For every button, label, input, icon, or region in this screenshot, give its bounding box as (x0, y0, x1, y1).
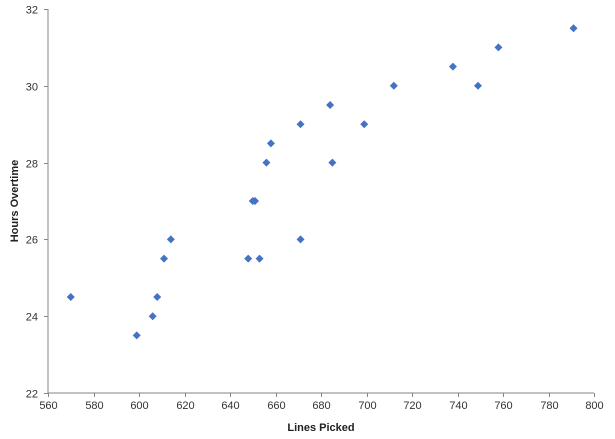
y-tick-label: 24 (26, 312, 38, 324)
data-point (328, 158, 337, 167)
data-point (494, 43, 503, 52)
data-point (296, 235, 305, 244)
y-axis-title: Hours Overtime (9, 160, 21, 243)
data-point (473, 81, 482, 90)
data-point (148, 312, 157, 321)
data-point (66, 293, 75, 301)
y-tick-label: 30 (26, 82, 38, 94)
y-tick-label: 22 (26, 389, 38, 401)
data-point (160, 254, 169, 263)
x-tick-label: 660 (267, 400, 285, 412)
data-point (262, 158, 271, 167)
x-tick-label: 760 (494, 400, 512, 412)
y-tick-label: 32 (26, 5, 38, 17)
data-point (569, 24, 578, 33)
data-point (251, 197, 260, 205)
y-tick-label: 26 (26, 235, 38, 247)
y-tick-label: 28 (26, 159, 38, 171)
x-tick-label: 800 (585, 400, 603, 412)
x-axis-title: Lines Picked (287, 422, 354, 434)
x-tick-label: 580 (85, 400, 103, 412)
x-tick-label: 600 (130, 400, 148, 412)
data-point (166, 235, 175, 244)
data-points (66, 24, 578, 340)
data-point (448, 62, 457, 71)
x-tick-label: 780 (540, 400, 558, 412)
x-tick-label: 680 (312, 400, 330, 412)
data-point (244, 254, 253, 263)
x-tick-label: 740 (449, 400, 467, 412)
data-point (296, 120, 305, 129)
data-point (326, 101, 335, 109)
x-tick-label: 620 (176, 400, 194, 412)
data-point (153, 293, 162, 301)
y-axis-ticks: 22 24 26 28 30 32 (26, 5, 48, 401)
x-tick-label: 560 (39, 400, 57, 412)
data-point (360, 120, 369, 129)
axes (47, 9, 594, 394)
data-point (266, 139, 275, 148)
x-tick-label: 720 (403, 400, 421, 412)
x-tick-label: 700 (358, 400, 376, 412)
x-tick-label: 640 (221, 400, 239, 412)
data-point (389, 81, 398, 90)
data-point (255, 254, 264, 263)
data-point (132, 331, 141, 340)
x-axis-ticks: 560 580 600 620 640 660 680 700 720 740 760 780 800 (39, 393, 604, 412)
